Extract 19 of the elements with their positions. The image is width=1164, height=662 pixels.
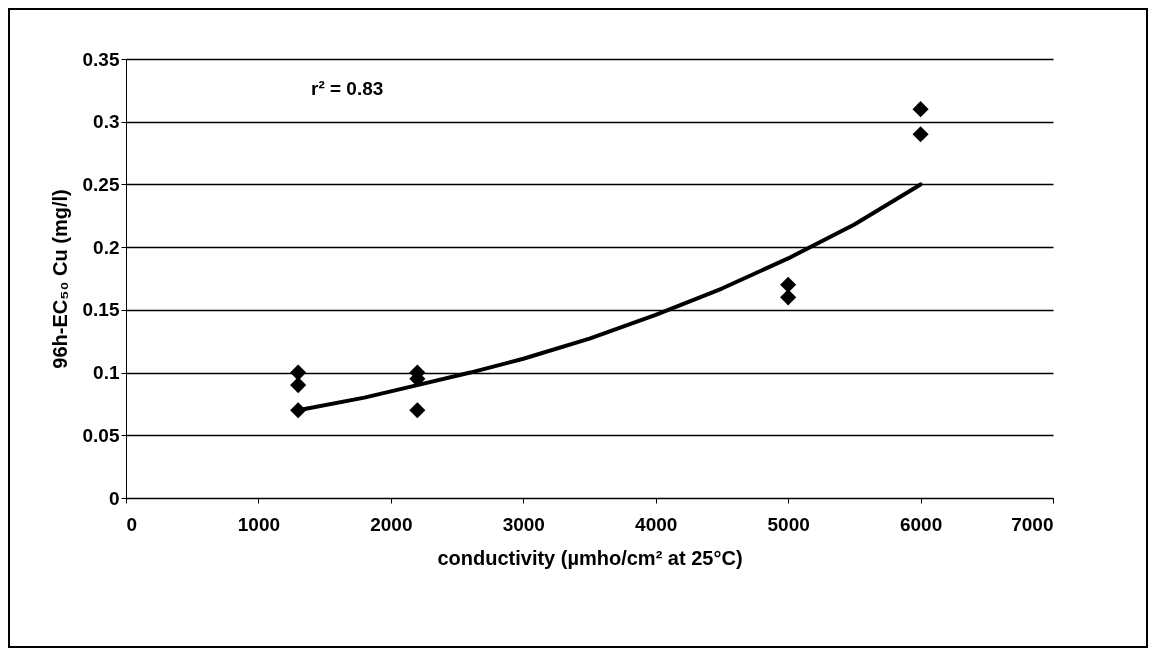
y-tick-label: 0.05 xyxy=(82,424,120,446)
x-tick-label: 0 xyxy=(126,513,138,535)
y-tick-label: 0.35 xyxy=(82,48,120,70)
x-tick-label: 6000 xyxy=(899,513,943,535)
x-tick-label: 5000 xyxy=(767,513,810,535)
y-tick-label: 0.25 xyxy=(82,173,120,195)
x-tick-label: 4000 xyxy=(635,513,678,535)
y-tick-label: 0.1 xyxy=(93,362,120,384)
x-tick-label: 7000 xyxy=(1011,513,1054,535)
y-tick-label: 0 xyxy=(108,487,120,509)
y-tick-label: 0.2 xyxy=(93,236,120,258)
x-tick-label: 1000 xyxy=(237,513,281,535)
y-tick-label: 0.15 xyxy=(82,299,120,321)
x-tick-label: 3000 xyxy=(502,513,545,535)
x-tick-label: 2000 xyxy=(370,513,413,535)
y-axis-title: 96h-EC₅₀ Cu (mg/l) xyxy=(48,189,71,369)
y-tick-label: 0.3 xyxy=(93,111,120,133)
annotation: r² = 0.83 xyxy=(311,78,384,99)
x-axis-title: conductivity (µmho/cm² at 25°C) xyxy=(437,546,743,569)
